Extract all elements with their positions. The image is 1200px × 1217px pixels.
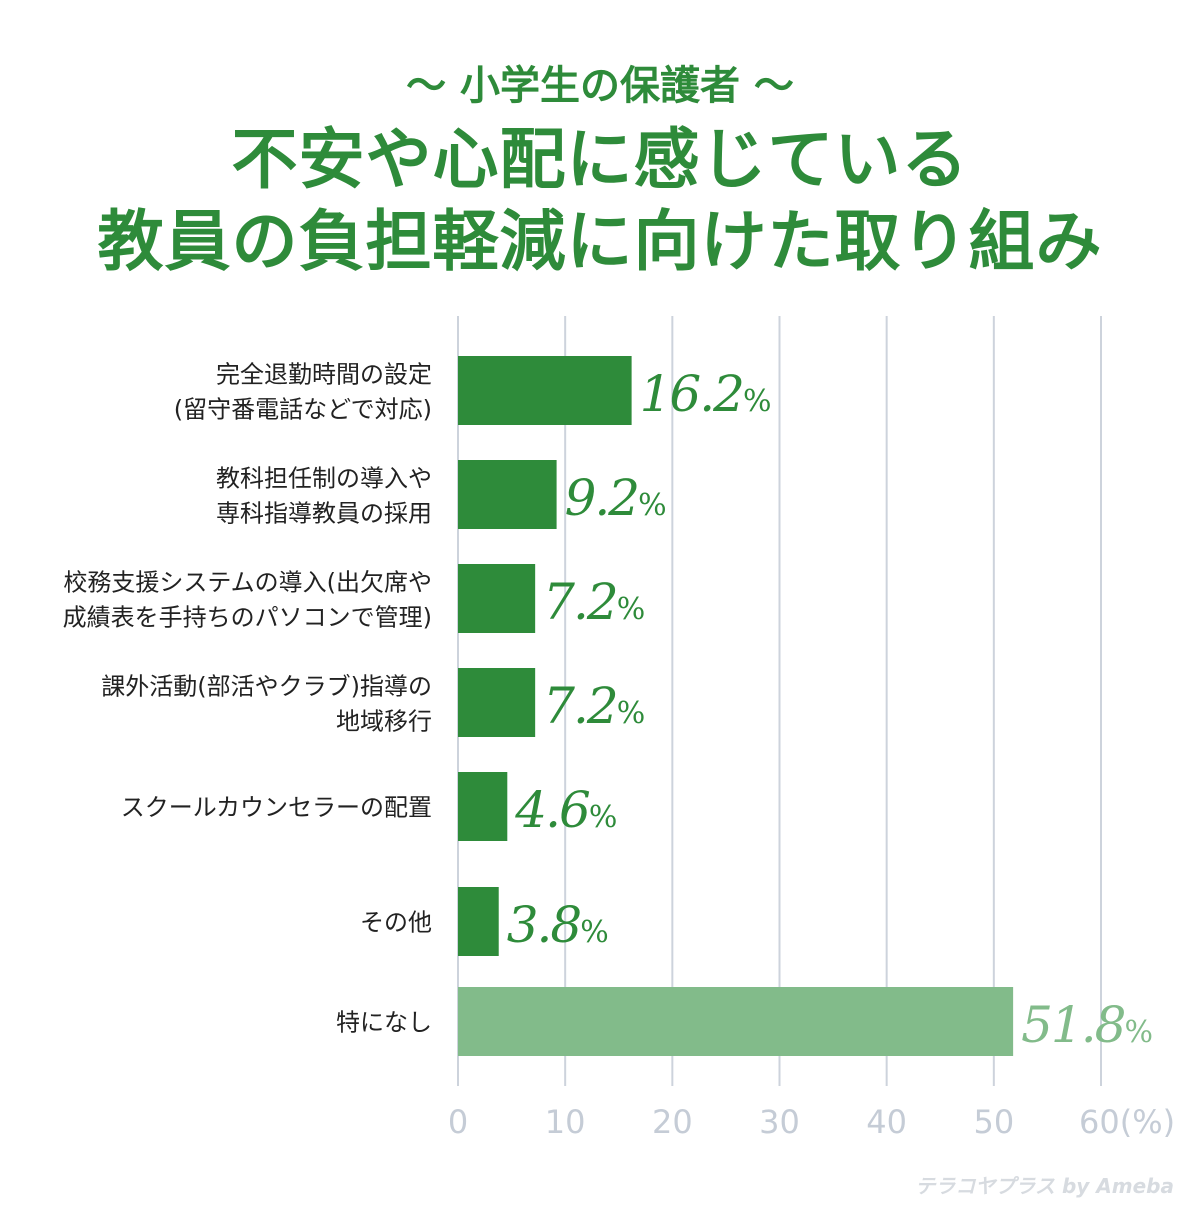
- bar: [458, 460, 557, 529]
- value-label: 9.2%: [565, 469, 667, 527]
- value-percent-sign: %: [589, 800, 618, 835]
- category-label: 校務支援システムの導入(出欠席や: [63, 569, 432, 597]
- value-label: 4.6%: [514, 781, 617, 839]
- value-label: 3.8%: [507, 896, 609, 954]
- value-percent-sign: %: [617, 592, 646, 627]
- chart-title-line-1: 不安や心配に感じている: [231, 121, 969, 198]
- category-label: 成績表を手持ちのパソコンで管理): [63, 604, 432, 632]
- value-percent-sign: %: [617, 696, 646, 731]
- bar: [458, 887, 499, 956]
- category-label: 課外活動(部活やクラブ)指導の: [101, 673, 432, 701]
- x-tick-label: 20: [652, 1103, 693, 1141]
- value-percent-sign: %: [743, 384, 772, 419]
- x-tick-label: 40: [866, 1103, 907, 1141]
- x-tick-label: 30: [759, 1103, 800, 1141]
- category-label: (留守番電話などで対応): [174, 396, 432, 424]
- x-tick-label: 10: [545, 1103, 586, 1141]
- bar: [458, 356, 632, 425]
- x-tick-label: 50: [973, 1103, 1014, 1141]
- value-percent-sign: %: [638, 488, 667, 523]
- category-label: 完全退勤時間の設定: [216, 361, 432, 389]
- category-label: 地域移行: [336, 708, 432, 736]
- bar: [458, 668, 536, 737]
- category-label: 教科担任制の導入や: [216, 465, 432, 493]
- bar: [458, 987, 1014, 1056]
- bar: [458, 772, 508, 841]
- category-label: スクールカウンセラーの配置: [121, 794, 432, 822]
- watermark-logo: テラコヤプラス by Ameba: [915, 1174, 1174, 1198]
- x-tick-label: 0: [448, 1103, 468, 1141]
- chart-title-line-2: 教員の負担軽減に向けた取り組み: [97, 203, 1103, 280]
- value-percent-sign: %: [1124, 1015, 1153, 1050]
- bar: [458, 564, 536, 633]
- chart-subtitle: 〜 小学生の保護者 〜: [406, 63, 794, 109]
- value-label: 51.8%: [1021, 996, 1153, 1054]
- category-label: 特になし: [336, 1009, 432, 1037]
- category-label: 専科指導教員の採用: [216, 500, 432, 528]
- x-tick-label: 60(%): [1079, 1103, 1175, 1141]
- value-label: 7.2%: [543, 677, 645, 735]
- value-percent-sign: %: [580, 915, 609, 950]
- value-label: 7.2%: [543, 573, 645, 631]
- category-label: その他: [360, 909, 432, 937]
- value-label: 16.2%: [640, 365, 772, 423]
